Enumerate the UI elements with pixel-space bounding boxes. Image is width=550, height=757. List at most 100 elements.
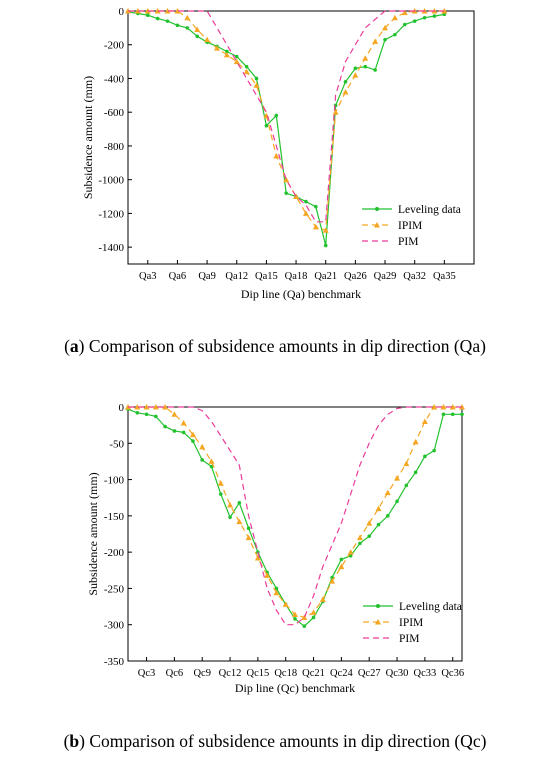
chart-a: 0 -200 -400 -600 -800 -1000 -1200 -1400 Qa3 Qa6 Qa… <box>81 6 475 301</box>
data-point-leveling <box>323 243 328 248</box>
data-point-leveling <box>422 15 427 20</box>
y-tick-label: -1200 <box>98 208 124 220</box>
data-point-leveling <box>264 123 269 128</box>
legend-label-pim: PIM <box>399 633 419 645</box>
series-leveling <box>126 407 464 628</box>
data-point-ipim <box>273 153 280 159</box>
data-point-ipim <box>394 475 401 481</box>
data-point-leveling <box>339 557 344 562</box>
x-tick-label: Qa26 <box>344 271 367 282</box>
data-point-ipim <box>401 9 408 16</box>
legend-label-ipim: IPIM <box>399 617 423 629</box>
x-axis-label: Dip line (Qc) benchmark <box>235 681 355 695</box>
y-tick-label: -300 <box>104 620 125 632</box>
x-tick-label: Qc24 <box>330 668 353 679</box>
data-point-leveling <box>144 412 149 417</box>
data-point-ipim <box>180 419 187 426</box>
series-line-leveling <box>127 408 462 627</box>
x-tick-label: Qc36 <box>441 668 464 679</box>
data-point-leveling <box>175 23 180 28</box>
data-point-ipim <box>282 601 289 607</box>
data-point-ipim <box>254 554 261 561</box>
data-point-leveling <box>363 64 368 69</box>
data-point-leveling <box>218 492 223 496</box>
data-point-leveling <box>460 412 464 417</box>
y-tick-label: -400 <box>104 73 125 85</box>
data-point-leveling <box>284 191 288 195</box>
data-point-ipim <box>144 8 151 14</box>
data-point-ipim <box>412 438 419 445</box>
y-tick-label: -200 <box>104 40 125 52</box>
data-point-leveling <box>246 526 251 530</box>
data-point-ipim <box>301 614 308 620</box>
caption-b-text: Comparison of subsidence amounts in dip … <box>89 731 487 751</box>
data-point-leveling <box>185 26 190 30</box>
legend-marker-leveling <box>375 207 379 211</box>
x-tick-label: Qc3 <box>138 668 156 679</box>
data-point-ipim <box>134 404 141 410</box>
y-tick-label: 0 <box>119 6 125 18</box>
caption-b-letter: b <box>69 731 80 751</box>
x-tick-label: Qc18 <box>274 668 297 679</box>
x-tick-label: Qa29 <box>374 271 397 282</box>
x-tick-label: Qc6 <box>166 668 184 679</box>
data-point-leveling <box>450 412 455 417</box>
data-point-ipim <box>164 8 171 14</box>
data-point-ipim <box>293 193 300 200</box>
data-point-ipim <box>154 8 161 14</box>
data-point-ipim <box>382 24 389 31</box>
data-point-ipim <box>391 14 398 21</box>
data-point-ipim <box>310 609 317 615</box>
data-point-ipim <box>174 8 181 14</box>
data-point-leveling <box>432 14 437 18</box>
data-point-ipim <box>332 109 339 115</box>
data-point-ipim <box>189 431 196 438</box>
data-point-leveling <box>413 470 418 475</box>
data-point-ipim <box>319 596 326 602</box>
series-ipim <box>125 8 448 233</box>
chart-b: 0 -50 -100 -150 -200 -250 -300 -350 Qc3 Qc6 Qc9 Qc1… <box>86 402 465 695</box>
data-point-leveling <box>373 68 377 72</box>
data-point-leveling <box>393 32 397 37</box>
data-point-ipim <box>217 480 224 486</box>
data-point-leveling <box>441 412 446 417</box>
caption-a: (a) Comparison of subsidence amounts in … <box>64 336 486 356</box>
data-point-ipim <box>366 520 373 526</box>
data-point-leveling <box>293 617 297 621</box>
series-pim <box>128 406 462 626</box>
data-point-ipim <box>459 404 465 410</box>
data-point-leveling <box>274 113 279 118</box>
data-point-ipim <box>384 489 391 496</box>
data-point-ipim <box>199 443 206 450</box>
data-point-ipim <box>292 611 298 618</box>
plot-frame <box>127 406 463 662</box>
data-point-ipim <box>223 51 230 58</box>
x-tick-label: Qc15 <box>247 668 270 679</box>
data-point-leveling <box>256 550 260 554</box>
data-point-leveling <box>423 454 427 459</box>
data-point-ipim <box>302 210 309 216</box>
data-point-ipim <box>431 404 438 410</box>
data-point-ipim <box>227 501 234 508</box>
data-point-leveling <box>343 80 348 84</box>
y-tick-label: 0 <box>119 402 125 414</box>
data-point-ipim <box>243 68 250 75</box>
y-tick-label: -150 <box>104 511 125 523</box>
y-tick-label: -350 <box>104 656 125 668</box>
data-point-ipim <box>329 578 336 584</box>
data-point-leveling <box>403 22 407 27</box>
x-tick-label: Qc33 <box>414 668 437 679</box>
legend-marker-leveling <box>376 604 380 608</box>
x-tick-label: Qc30 <box>386 668 409 679</box>
plot-frame <box>127 10 475 265</box>
caption-a-text: Comparison of subsidence amounts in dip … <box>88 336 486 356</box>
legend-label-leveling: Leveling data <box>398 204 461 216</box>
data-point-leveling <box>385 514 390 518</box>
y-tick-label: -600 <box>104 107 125 119</box>
y-tick-label: -250 <box>104 583 125 595</box>
x-tick-label: Qa3 <box>139 271 157 282</box>
data-point-ipim <box>347 549 354 555</box>
data-point-leveling <box>404 483 409 488</box>
x-tick-label: Qa15 <box>255 271 278 282</box>
x-tick-label: Qa21 <box>314 271 337 282</box>
